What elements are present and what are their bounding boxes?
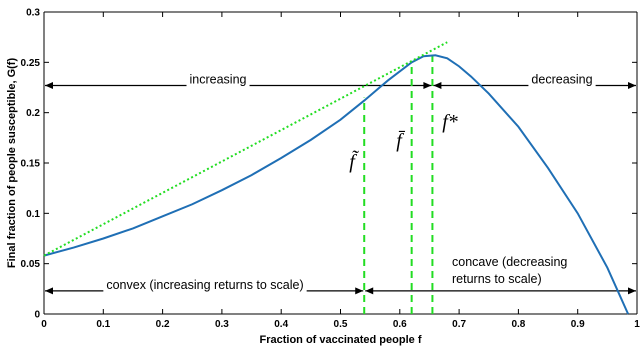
decreasing-label-bg (528, 72, 596, 87)
y-axis-title: Final fraction of people susceptible, G(… (6, 58, 18, 269)
x-tick-label: 0.7 (452, 319, 466, 330)
increasing-label-bg (186, 72, 250, 87)
x-tick-label: 0.4 (274, 319, 288, 330)
decreasing-arrowhead-left (433, 81, 442, 89)
concave-line2-label: returns to scale) (452, 272, 542, 286)
x-tick-label: 0.9 (571, 319, 585, 330)
f-symbol-label-2: f* (442, 111, 458, 133)
decreasing-arrowhead-right (628, 81, 636, 89)
x-tick-label: 0.3 (215, 319, 229, 330)
decreasing-label: decreasing (531, 72, 592, 86)
y-tick-label: 0 (34, 310, 40, 321)
y-tick-label: 0.15 (21, 159, 41, 170)
concave-line2-label-bg (449, 271, 545, 286)
x-tick-label: 1 (634, 319, 640, 330)
concave-line1-label: concave (decreasing (452, 255, 567, 269)
increasing-arrowhead-right (423, 81, 432, 89)
increasing-arrowhead-left (45, 81, 53, 89)
convex-arrowhead-left (45, 287, 53, 295)
y-tick-label: 0.3 (26, 8, 40, 19)
x-tick-label: 0.8 (511, 319, 525, 330)
x-tick-label: 0 (41, 319, 47, 330)
concave-arrowhead-right (628, 287, 636, 295)
y-tick-label: 0.1 (26, 209, 40, 220)
convex-arrowhead-right (355, 287, 364, 295)
x-tick-label: 0.1 (96, 319, 110, 330)
x-axis-title: Fraction of vaccinated people f (260, 334, 422, 346)
f-symbol-label-1: f̄ (396, 130, 405, 152)
y-tick-label: 0.2 (26, 108, 40, 119)
y-tick-label: 0.25 (21, 58, 41, 69)
x-tick-label: 0.6 (393, 319, 407, 330)
x-tick-label: 0.5 (334, 319, 348, 330)
f-symbol-label-0: f̃ (349, 149, 359, 173)
y-tick-label: 0.05 (21, 259, 41, 270)
convex-label-bg (103, 277, 307, 292)
concave-line1-label-bg (449, 254, 571, 269)
x-tick-label: 0.2 (156, 319, 170, 330)
concave-arrowhead-left (365, 287, 374, 295)
G-curve (43, 54, 630, 315)
increasing-label: increasing (190, 72, 247, 86)
convex-label: convex (increasing returns to scale) (106, 278, 303, 292)
